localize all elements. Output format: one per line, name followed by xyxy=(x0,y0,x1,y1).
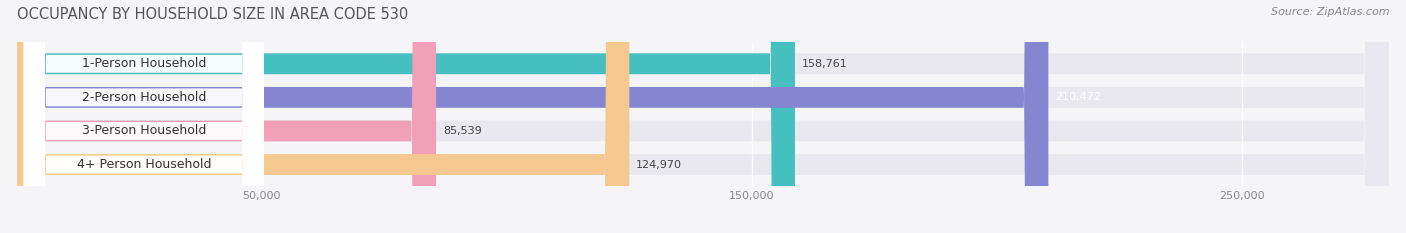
FancyBboxPatch shape xyxy=(24,0,264,233)
FancyBboxPatch shape xyxy=(17,0,436,233)
Text: 210,472: 210,472 xyxy=(1056,92,1101,102)
FancyBboxPatch shape xyxy=(17,0,630,233)
FancyBboxPatch shape xyxy=(17,0,1389,233)
FancyBboxPatch shape xyxy=(24,0,264,233)
FancyBboxPatch shape xyxy=(17,0,794,233)
FancyBboxPatch shape xyxy=(24,0,264,233)
Text: Source: ZipAtlas.com: Source: ZipAtlas.com xyxy=(1271,7,1389,17)
Text: 124,970: 124,970 xyxy=(636,160,682,170)
Text: 158,761: 158,761 xyxy=(801,59,848,69)
Text: 4+ Person Household: 4+ Person Household xyxy=(76,158,211,171)
Text: OCCUPANCY BY HOUSEHOLD SIZE IN AREA CODE 530: OCCUPANCY BY HOUSEHOLD SIZE IN AREA CODE… xyxy=(17,7,408,22)
Text: 3-Person Household: 3-Person Household xyxy=(82,124,207,137)
FancyBboxPatch shape xyxy=(17,0,1389,233)
Text: 2-Person Household: 2-Person Household xyxy=(82,91,207,104)
FancyBboxPatch shape xyxy=(17,0,1389,233)
Text: 1-Person Household: 1-Person Household xyxy=(82,57,207,70)
FancyBboxPatch shape xyxy=(17,0,1049,233)
Text: 85,539: 85,539 xyxy=(443,126,482,136)
FancyBboxPatch shape xyxy=(24,0,264,233)
FancyBboxPatch shape xyxy=(17,0,1389,233)
